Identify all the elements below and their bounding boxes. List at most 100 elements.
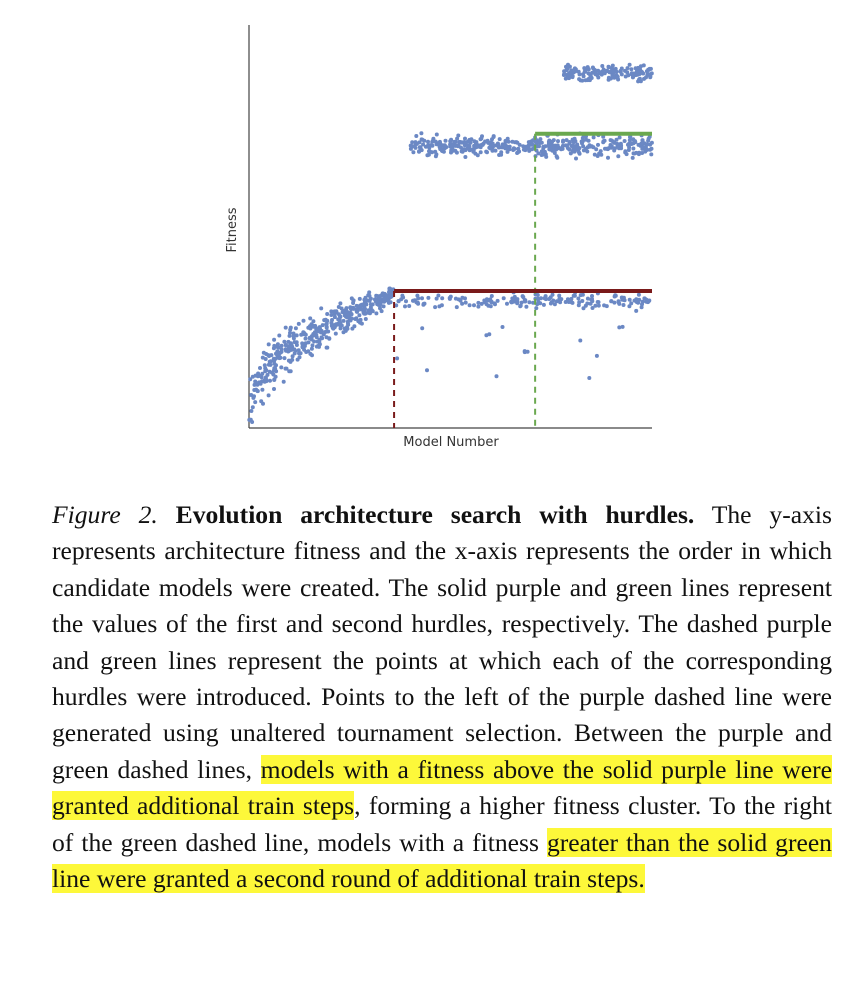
data-point: [629, 301, 634, 306]
data-point: [531, 138, 535, 143]
data-point: [471, 149, 476, 154]
data-point: [629, 141, 634, 146]
data-point: [639, 141, 644, 146]
data-point: [594, 147, 599, 152]
data-point: [457, 140, 462, 145]
data-point: [557, 293, 562, 298]
data-point: [646, 138, 651, 143]
data-point: [460, 301, 465, 306]
data-point: [593, 303, 598, 308]
data-point: [476, 300, 481, 305]
data-point: [387, 286, 392, 291]
data-point: [283, 325, 288, 330]
data-point: [600, 64, 605, 68]
data-point: [459, 145, 463, 150]
data-point: [613, 293, 618, 298]
data-point: [396, 299, 401, 303]
data-point: [619, 72, 624, 77]
data-point: [640, 151, 645, 155]
data-point: [585, 65, 590, 70]
data-point: [433, 305, 438, 310]
evolution-scatter-figure: Model Number Fitness: [225, 25, 654, 450]
data-point: [251, 395, 256, 400]
data-point: [286, 349, 291, 354]
data-point: [495, 298, 500, 303]
data-point: [338, 301, 343, 306]
data-point: [564, 68, 569, 73]
data-point: [639, 305, 644, 310]
data-point: [442, 146, 447, 151]
data-point: [539, 140, 544, 145]
data-point: [433, 154, 438, 159]
data-point: [527, 300, 532, 305]
data-point: [516, 146, 521, 151]
data-point: [461, 147, 466, 152]
data-point: [604, 304, 609, 309]
data-point: [394, 303, 399, 308]
data-point: [339, 306, 344, 311]
data-point: [606, 64, 611, 69]
data-point: [265, 372, 270, 377]
data-point: [317, 339, 322, 344]
data-point: [554, 147, 559, 152]
data-point: [287, 369, 292, 374]
data-point: [324, 322, 329, 327]
data-point: [598, 149, 603, 154]
data-point: [367, 290, 372, 295]
data-point: [541, 146, 546, 151]
data-point: [420, 326, 425, 331]
caption-text-1: The y-axis represents architecture fitne…: [52, 500, 832, 784]
data-point: [310, 353, 314, 358]
data-point: [427, 149, 431, 154]
data-point: [620, 324, 625, 329]
data-point: [634, 69, 639, 74]
data-point: [272, 343, 277, 348]
data-point: [309, 346, 314, 351]
data-point: [585, 296, 590, 301]
data-point: [263, 357, 268, 361]
data-point: [506, 139, 511, 144]
data-point: [510, 296, 515, 301]
data-point: [448, 294, 453, 299]
data-point: [407, 304, 412, 308]
data-point: [304, 350, 309, 354]
data-point: [590, 70, 595, 75]
data-point: [425, 368, 429, 373]
data-point: [311, 324, 316, 329]
data-point: [400, 293, 405, 298]
data-point: [315, 328, 320, 333]
data-point: [580, 136, 585, 140]
data-point: [269, 353, 274, 358]
data-point: [631, 146, 636, 151]
data-point: [333, 331, 338, 336]
data-point: [522, 350, 527, 355]
data-point: [321, 332, 326, 337]
data-point: [340, 310, 345, 315]
data-point: [292, 340, 297, 345]
data-point: [456, 133, 461, 138]
data-point: [272, 378, 277, 382]
data-point: [331, 325, 336, 330]
data-point: [630, 155, 635, 160]
data-point: [338, 326, 343, 331]
data-point: [426, 152, 431, 157]
data-point: [453, 296, 458, 301]
data-point: [290, 357, 295, 362]
data-point: [291, 331, 296, 336]
data-point: [627, 62, 632, 67]
data-point: [486, 140, 491, 145]
data-point: [616, 154, 621, 159]
data-point: [249, 409, 254, 413]
data-point: [442, 143, 447, 148]
data-point: [636, 292, 641, 297]
data-point: [563, 76, 568, 81]
data-point: [640, 138, 645, 143]
data-point: [576, 303, 581, 308]
data-point: [560, 146, 565, 151]
data-point: [611, 73, 616, 78]
data-point: [588, 74, 593, 79]
data-point: [281, 379, 286, 384]
data-point: [571, 70, 576, 75]
data-point: [431, 137, 436, 142]
data-point: [260, 371, 265, 376]
